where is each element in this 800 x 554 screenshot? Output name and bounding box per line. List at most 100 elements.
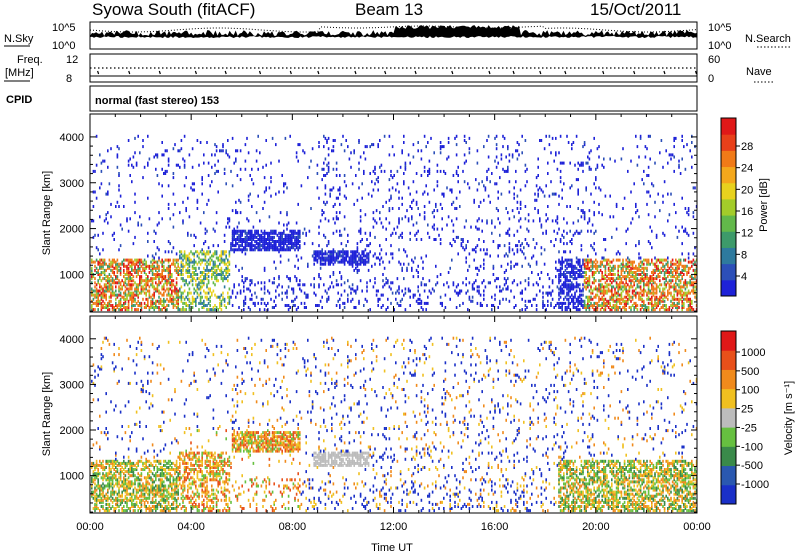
heatmap-cell	[284, 136, 287, 140]
heatmap-cell	[105, 293, 107, 297]
heatmap-cell	[167, 260, 170, 264]
heatmap-cell	[279, 254, 282, 258]
heatmap-cell	[175, 163, 178, 167]
heatmap-cell	[284, 182, 287, 186]
heatmap-cell	[620, 297, 623, 301]
heatmap-cell	[249, 283, 251, 287]
heatmap-cell	[329, 275, 331, 279]
heatmap-cell	[534, 192, 536, 196]
heatmap-cell	[508, 190, 511, 194]
heatmap-cell	[100, 182, 103, 186]
heatmap-cell	[211, 308, 213, 312]
heatmap-cell	[257, 244, 259, 248]
heatmap-cell	[105, 287, 107, 291]
heatmap-cell	[631, 285, 634, 289]
heatmap-cell	[625, 258, 627, 262]
heatmap-cell	[97, 273, 99, 276]
heatmap-cell	[151, 268, 154, 272]
heatmap-cell	[646, 268, 648, 272]
heatmap-cell	[179, 308, 181, 312]
heatmap-cell	[132, 279, 135, 283]
heatmap-cell	[185, 262, 187, 266]
heatmap-cell	[255, 149, 258, 153]
heatmap-cell	[217, 258, 219, 262]
heatmap-cell	[407, 153, 410, 157]
heatmap-cell	[679, 285, 682, 289]
heatmap-cell	[671, 153, 674, 157]
heatmap-cell	[278, 277, 280, 281]
heatmap-cell	[563, 273, 565, 276]
heatmap-cell	[161, 268, 163, 272]
heatmap-cell	[100, 295, 103, 299]
heatmap-cell	[164, 169, 167, 173]
heatmap-cell	[177, 297, 179, 301]
heatmap-cell	[499, 301, 501, 305]
heatmap-cell	[659, 299, 661, 303]
heatmap-cell	[175, 299, 178, 303]
heatmap-cell	[215, 273, 218, 276]
heatmap-cell	[617, 283, 619, 287]
heatmap-cell	[628, 260, 631, 264]
heatmap-cell	[257, 229, 259, 233]
heatmap-cell	[646, 202, 648, 206]
heatmap-cell	[177, 295, 179, 299]
heatmap-cell	[167, 258, 170, 262]
heatmap-cell	[147, 264, 149, 268]
heatmap-cell	[647, 291, 650, 295]
heatmap-cell	[103, 474, 106, 478]
heatmap-cell	[321, 248, 323, 252]
heatmap-cell	[239, 229, 242, 233]
heatmap-cell	[247, 229, 250, 233]
heatmap-cell	[99, 273, 101, 276]
heatmap-cell	[691, 277, 693, 281]
heatmap-cell	[510, 264, 512, 268]
heatmap-cell	[243, 246, 245, 250]
heatmap-cell	[611, 308, 613, 312]
heatmap-cell	[483, 258, 485, 262]
heatmap-cell	[299, 287, 301, 291]
heatmap-cell	[527, 283, 530, 287]
heatmap-cell	[566, 258, 568, 262]
heatmap-cell	[598, 289, 600, 293]
heatmap-cell	[335, 283, 338, 287]
heatmap-cell	[108, 262, 111, 266]
heatmap-cell	[243, 301, 245, 305]
heatmap-cell	[307, 176, 309, 180]
heatmap-cell	[527, 277, 530, 281]
heatmap-cell	[107, 221, 109, 225]
heatmap-cell	[244, 242, 247, 246]
heatmap-cell	[265, 231, 267, 235]
heatmap-cell	[683, 283, 685, 287]
heatmap-cell	[121, 304, 123, 307]
heatmap-cell	[371, 264, 373, 268]
heatmap-cell	[655, 264, 658, 268]
heatmap-cell	[692, 277, 695, 281]
heatmap-cell	[585, 277, 587, 281]
heatmap-cell	[638, 291, 640, 295]
heatmap-cell	[169, 242, 171, 246]
heatmap-cell	[324, 235, 327, 239]
heatmap-cell	[231, 304, 234, 307]
heatmap-cell	[281, 291, 283, 295]
heatmap-cell	[225, 271, 227, 274]
heatmap-cell	[263, 308, 266, 312]
heatmap-cell	[462, 246, 464, 250]
heatmap-cell	[470, 299, 472, 303]
heatmap-cell	[148, 271, 151, 274]
heatmap-cell	[255, 240, 258, 243]
heatmap-cell	[630, 260, 632, 264]
heatmap-cell	[601, 271, 603, 274]
heatmap-cell	[689, 275, 691, 279]
heatmap-cell	[188, 281, 191, 285]
heatmap-cell	[335, 279, 338, 283]
heatmap-cell	[137, 271, 139, 274]
heatmap-cell	[236, 149, 239, 153]
heatmap-cell	[454, 207, 456, 210]
heatmap-cell	[639, 297, 642, 301]
heatmap-cell	[171, 299, 173, 303]
heatmap-cell	[297, 143, 299, 147]
heatmap-cell	[412, 223, 415, 227]
heatmap-cell	[327, 161, 330, 165]
heatmap-cell	[99, 486, 101, 490]
heatmap-cell	[327, 250, 330, 254]
